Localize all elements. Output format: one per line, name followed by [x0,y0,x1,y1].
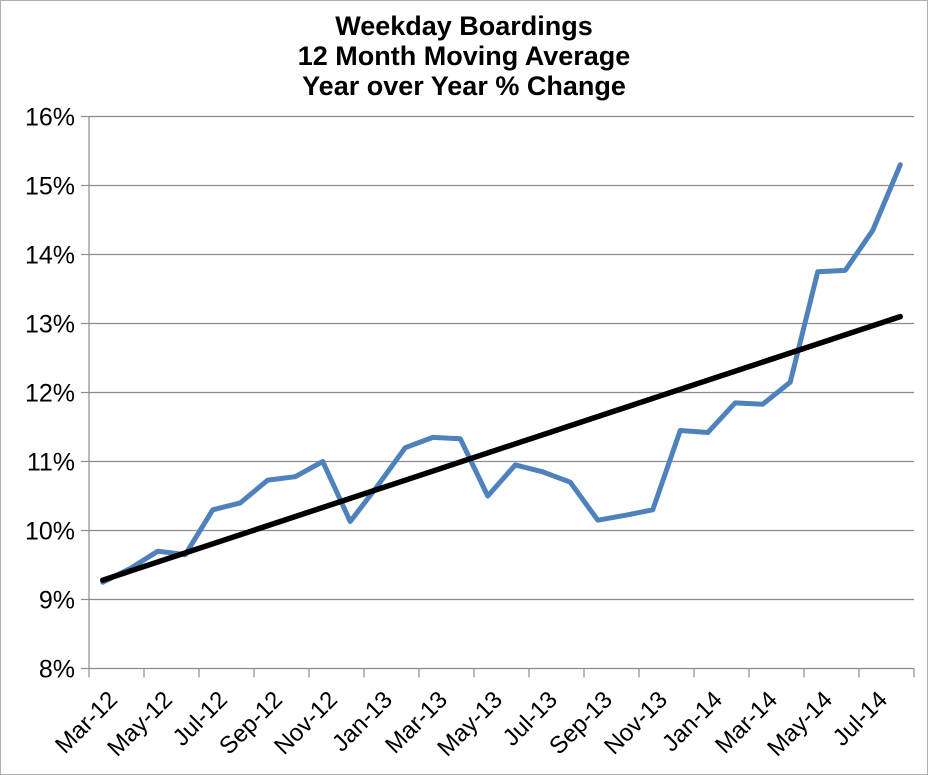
chart-title-line-3: Year over Year % Change [302,71,626,101]
x-tick-label: Nov-12 [269,686,343,760]
y-tick-label: 8% [39,656,75,684]
y-tick-label: 11% [27,449,75,477]
y-tick-label: 10% [25,518,75,546]
y-tick-label: 14% [25,242,75,270]
series-line-moving-average [100,162,903,585]
chart-title-line-2: 12 Month Moving Average [297,41,631,71]
x-tick-label: Nov-13 [599,686,673,760]
y-tick-label: 16% [25,104,75,132]
y-tick-label: 12% [25,380,75,408]
y-tick-label: 9% [39,587,75,615]
trend-line [100,313,903,583]
y-tick-label: 15% [25,173,75,201]
y-tick-label: 13% [25,311,75,339]
chart-title: Weekday Boardings 12 Month Moving Averag… [1,11,927,101]
x-tick-label: Jul-14 [828,686,893,751]
chart-title-line-1: Weekday Boardings [335,11,593,41]
